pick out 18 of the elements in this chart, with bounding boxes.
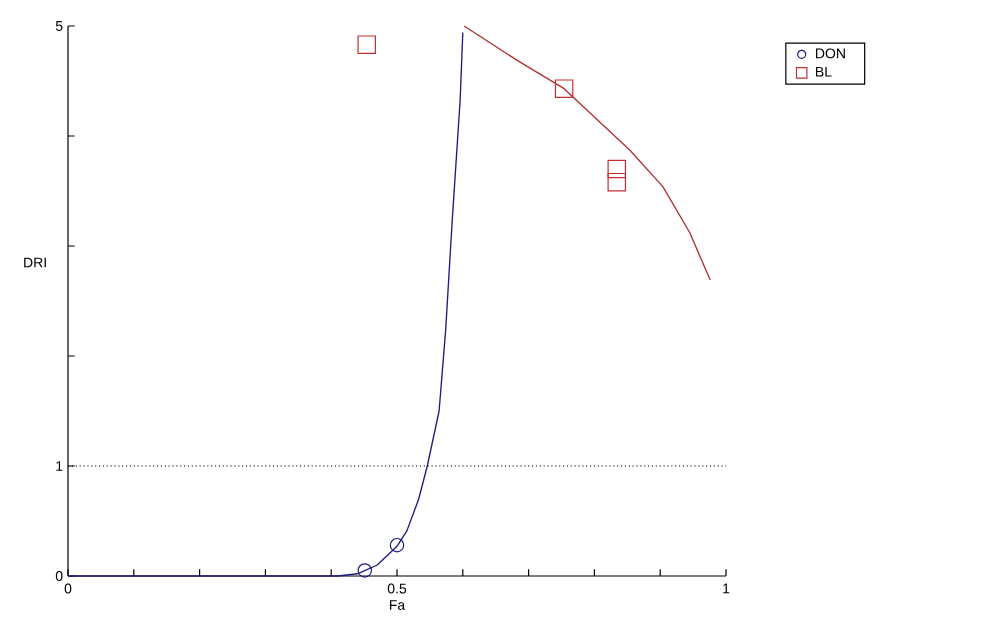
x-tick-label: 1	[723, 583, 730, 594]
line-series	[463, 25, 711, 281]
legend-label: BL	[816, 66, 832, 77]
x-axis-title: Fa	[389, 600, 406, 610]
point	[607, 172, 627, 192]
point	[357, 563, 373, 578]
y-axis-title: DRI	[24, 257, 46, 268]
point	[389, 537, 405, 553]
y-tick-label: 0	[55, 571, 63, 581]
line-series	[67, 31, 464, 577]
point	[357, 35, 377, 54]
y-tick-label: 5	[55, 21, 63, 31]
x-tick-label: 0.5	[387, 583, 407, 594]
point	[554, 79, 574, 98]
x-tick-label: 0	[64, 583, 72, 594]
point	[607, 159, 627, 179]
y-tick-label: 1	[56, 461, 63, 471]
legend-label: DON	[816, 48, 845, 59]
